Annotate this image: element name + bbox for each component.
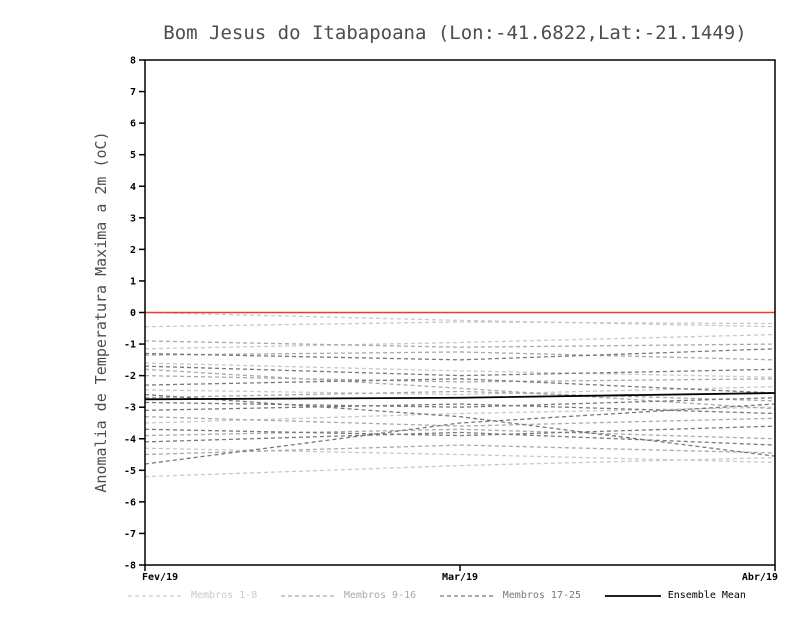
y-tick-label: -8	[124, 561, 136, 572]
y-tick-label: -6	[124, 497, 136, 508]
member-line	[144, 348, 776, 361]
y-tick-label: 0	[130, 308, 136, 319]
legend-label: Membros 9-16	[343, 590, 417, 601]
y-tick-label: 6	[130, 119, 136, 130]
y-tick-label: 8	[130, 56, 136, 67]
dashed-line-sample	[439, 594, 496, 597]
y-tick-label: -1	[124, 340, 136, 351]
member-line	[144, 311, 776, 328]
member-line	[144, 425, 776, 437]
member-line	[144, 444, 776, 456]
x-tick-label: Mar/19	[442, 572, 478, 583]
member-line	[144, 416, 776, 427]
y-tick-label: 5	[130, 150, 136, 161]
member-line	[144, 351, 776, 361]
dashed-line-sample	[280, 594, 337, 597]
member-line	[144, 365, 776, 377]
y-tick-label: -2	[124, 371, 136, 382]
member-line	[144, 368, 776, 410]
y-tick-label: 2	[130, 245, 136, 256]
y-tick-label: 3	[130, 213, 136, 224]
solid-line-sample	[604, 594, 661, 597]
member-line	[144, 403, 776, 465]
dashed-line-sample	[128, 594, 184, 597]
member-line	[144, 428, 776, 440]
legend: Membros 1-8 Membros 9-16 Membros 17-25 Ense…	[128, 590, 746, 601]
legend-label: Ensemble Mean	[667, 590, 746, 601]
legend-item: Membros 1-8	[128, 590, 257, 601]
y-tick-label: -4	[124, 434, 136, 445]
ensemble-mean-line	[144, 392, 776, 401]
member-line	[144, 393, 776, 457]
member-line	[144, 378, 776, 394]
x-tick-label: Abr/19	[742, 572, 778, 583]
legend-item: Ensemble Mean	[604, 590, 746, 601]
member-line	[144, 397, 776, 408]
member-line	[144, 390, 776, 402]
y-tick-label: 4	[130, 182, 136, 193]
member-line	[144, 374, 776, 383]
y-tick-label: -7	[124, 529, 136, 540]
y-tick-label: 1	[130, 276, 136, 287]
member-line	[144, 431, 776, 446]
member-line	[144, 457, 776, 478]
member-line	[144, 362, 776, 378]
chart-title: Bom Jesus do Itabapoana (Lon:-41.6822,La…	[163, 22, 747, 44]
y-tick-label: 7	[130, 87, 136, 98]
y-tick-label: -5	[124, 466, 136, 477]
legend-label: Membros 1-8	[191, 590, 258, 601]
member-line	[144, 321, 776, 328]
x-tick-label: Fev/19	[142, 572, 178, 583]
member-line	[144, 340, 776, 348]
legend-item: Membros 17-25	[439, 590, 582, 601]
legend-label: Membros 17-25	[502, 590, 582, 601]
y-tick-label: -3	[124, 403, 136, 414]
member-line	[144, 386, 776, 396]
legend-item: Membros 9-16	[280, 590, 417, 601]
member-line	[144, 333, 776, 350]
